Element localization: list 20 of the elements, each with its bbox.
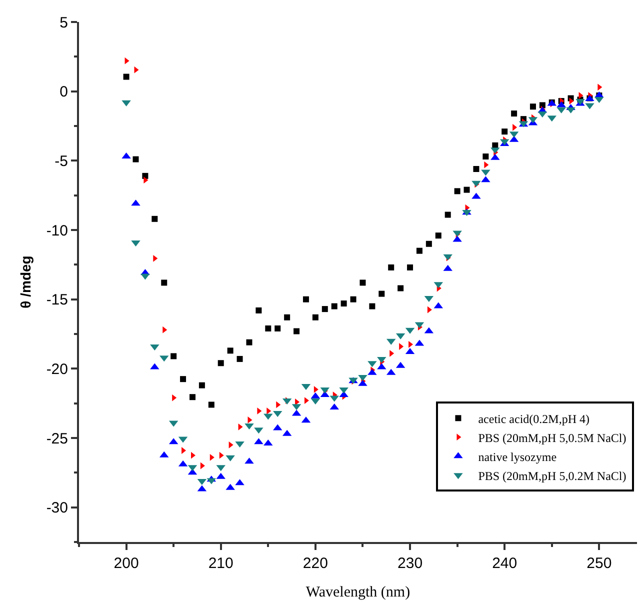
y-tick-label: -15 — [46, 292, 68, 309]
y-tick-label: -20 — [46, 360, 68, 378]
y-tick-label: -10 — [46, 222, 68, 240]
x-axis-title: Wavelength (nm) — [306, 584, 410, 600]
x-tick-label: 250 — [586, 555, 612, 572]
legend-label: acetic acid(0.2M,pH 4) — [478, 412, 590, 426]
y-tick-label: 0 — [60, 84, 68, 101]
y-tick-label: -25 — [46, 430, 68, 448]
legend-label: PBS (20mM,pH 5,0.2M NaCl) — [478, 468, 626, 483]
y-axis-title: θ /mdeg — [17, 256, 34, 308]
legend-label: PBS (20mM,pH 5,0.5M NaCl) — [478, 430, 626, 445]
x-tick-label: 200 — [114, 555, 139, 572]
x-tick-label: 220 — [302, 555, 328, 572]
y-tick-label: -5 — [54, 152, 68, 170]
y-tick-label: -30 — [46, 500, 68, 517]
y-tick-label: 5 — [60, 14, 68, 32]
x-tick-label: 210 — [208, 555, 234, 572]
x-tick-label: 240 — [492, 555, 518, 572]
legend-label: native lysozyme — [478, 450, 557, 464]
x-tick-label: 230 — [398, 555, 423, 572]
